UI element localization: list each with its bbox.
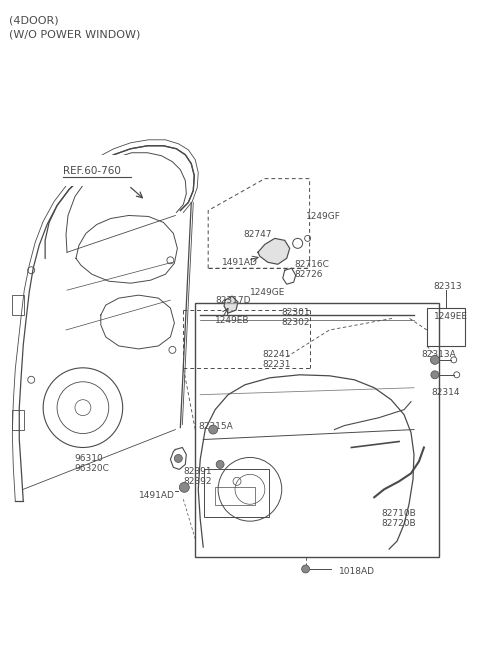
Text: 1249GE: 1249GE <box>250 288 285 297</box>
Text: REF.60-760: REF.60-760 <box>63 166 121 176</box>
Bar <box>12 409 24 430</box>
Text: 82313A: 82313A <box>421 350 456 359</box>
Text: 82716C: 82716C <box>295 260 330 269</box>
Text: 82392: 82392 <box>183 477 212 487</box>
Bar <box>215 487 255 505</box>
Text: 82720B: 82720B <box>381 519 416 528</box>
Circle shape <box>209 425 217 434</box>
Text: 1491AD: 1491AD <box>139 491 174 500</box>
Text: 1249GF: 1249GF <box>306 212 340 221</box>
Text: 82301: 82301 <box>282 308 311 317</box>
Text: 82391: 82391 <box>183 468 212 476</box>
Text: 82231: 82231 <box>263 360 291 369</box>
Text: 1249EB: 1249EB <box>215 316 250 325</box>
Text: 82314: 82314 <box>431 388 459 397</box>
Circle shape <box>180 482 189 493</box>
Text: 82726: 82726 <box>295 271 323 279</box>
Text: 82747: 82747 <box>243 231 272 240</box>
Text: (W/O POWER WINDOW): (W/O POWER WINDOW) <box>9 29 141 39</box>
Text: 1491AD: 1491AD <box>222 258 258 267</box>
Text: 82302: 82302 <box>282 318 310 327</box>
Circle shape <box>174 455 182 462</box>
Polygon shape <box>224 296 238 313</box>
Bar <box>195 303 439 557</box>
Text: 82710B: 82710B <box>381 509 416 518</box>
Text: 96320C: 96320C <box>74 464 109 474</box>
Circle shape <box>431 356 439 364</box>
Text: 82315A: 82315A <box>198 422 233 430</box>
Text: 82241: 82241 <box>263 350 291 359</box>
Text: 96310: 96310 <box>74 455 103 464</box>
Polygon shape <box>258 238 290 264</box>
Bar <box>427 308 465 346</box>
Circle shape <box>216 460 224 468</box>
Text: (4DOOR): (4DOOR) <box>9 15 59 26</box>
Text: 82313: 82313 <box>434 282 463 291</box>
Circle shape <box>301 565 310 573</box>
Bar <box>204 470 269 517</box>
Text: 1018AD: 1018AD <box>339 567 375 576</box>
Circle shape <box>431 371 439 379</box>
Text: 82317D: 82317D <box>215 296 251 305</box>
Text: 1249EE: 1249EE <box>434 312 468 321</box>
Bar <box>12 295 24 315</box>
